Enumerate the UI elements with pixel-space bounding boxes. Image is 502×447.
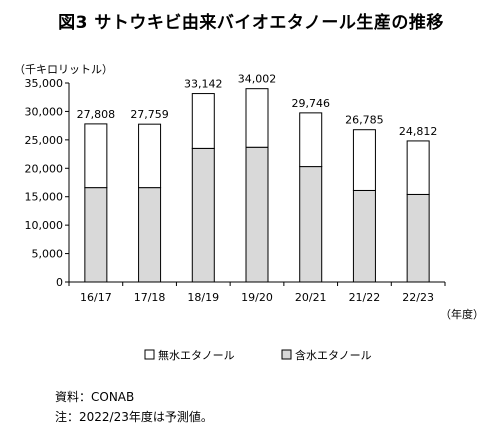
bar-segment-anhydrous <box>84 123 108 189</box>
bar-segment-hydrous <box>138 187 162 283</box>
y-tick-label: 25,000 <box>25 134 64 147</box>
x-tick-label: 16/17 <box>80 291 112 304</box>
y-tick-label: 0 <box>56 276 63 289</box>
x-tick-label: 19/20 <box>241 291 273 304</box>
legend-swatch <box>144 349 155 360</box>
x-tick-label: 22/23 <box>402 291 434 304</box>
x-tick-label: 18/19 <box>187 291 219 304</box>
bar-segment-hydrous <box>245 146 269 283</box>
bar-total-label: 29,746 <box>291 97 330 110</box>
bar-segment-anhydrous <box>245 88 269 148</box>
y-tick-label: 20,000 <box>25 162 64 175</box>
y-tick-label: 5,000 <box>32 248 64 261</box>
source-note: 資料：CONAB <box>55 390 135 404</box>
bar-total-label: 33,142 <box>184 78 223 91</box>
bar-total-label: 27,808 <box>77 108 116 121</box>
y-tick-label: 35,000 <box>25 77 64 90</box>
x-tick-label: 17/18 <box>134 291 166 304</box>
y-axis-unit-label: （千キロリットル） <box>14 63 113 76</box>
legend-label: 無水エタノール <box>158 348 235 362</box>
y-tick-label: 15,000 <box>25 191 64 204</box>
bar-segment-anhydrous <box>352 129 376 191</box>
bar-segment-anhydrous <box>138 123 162 189</box>
bar-segment-anhydrous <box>191 93 215 149</box>
x-tick-label: 21/22 <box>349 291 381 304</box>
legend-swatch <box>281 349 292 360</box>
bar-segment-hydrous <box>84 187 108 283</box>
y-tick-label: 10,000 <box>25 219 64 232</box>
bar-segment-anhydrous <box>406 140 430 195</box>
bar-segment-hydrous <box>191 147 215 283</box>
bar-segment-hydrous <box>406 193 430 283</box>
y-tick-label: 30,000 <box>25 105 64 118</box>
bar-total-label: 26,785 <box>345 114 384 127</box>
bar-segment-hydrous <box>299 166 323 283</box>
x-axis-unit-label: （年度） <box>440 307 484 321</box>
bar-total-label: 34,002 <box>238 73 277 86</box>
x-tick-label: 20/21 <box>295 291 327 304</box>
bar-total-label: 24,812 <box>399 125 438 138</box>
bar-segment-anhydrous <box>299 112 323 168</box>
chart-title: 図3 サトウキビ由来バイオエタノール生産の推移 <box>58 13 444 33</box>
legend-label: 含水エタノール <box>295 348 372 362</box>
bar-segment-hydrous <box>352 189 376 283</box>
forecast-note: 注：2022/23年度は予測値。 <box>55 410 213 424</box>
bar-total-label: 27,759 <box>130 108 169 121</box>
